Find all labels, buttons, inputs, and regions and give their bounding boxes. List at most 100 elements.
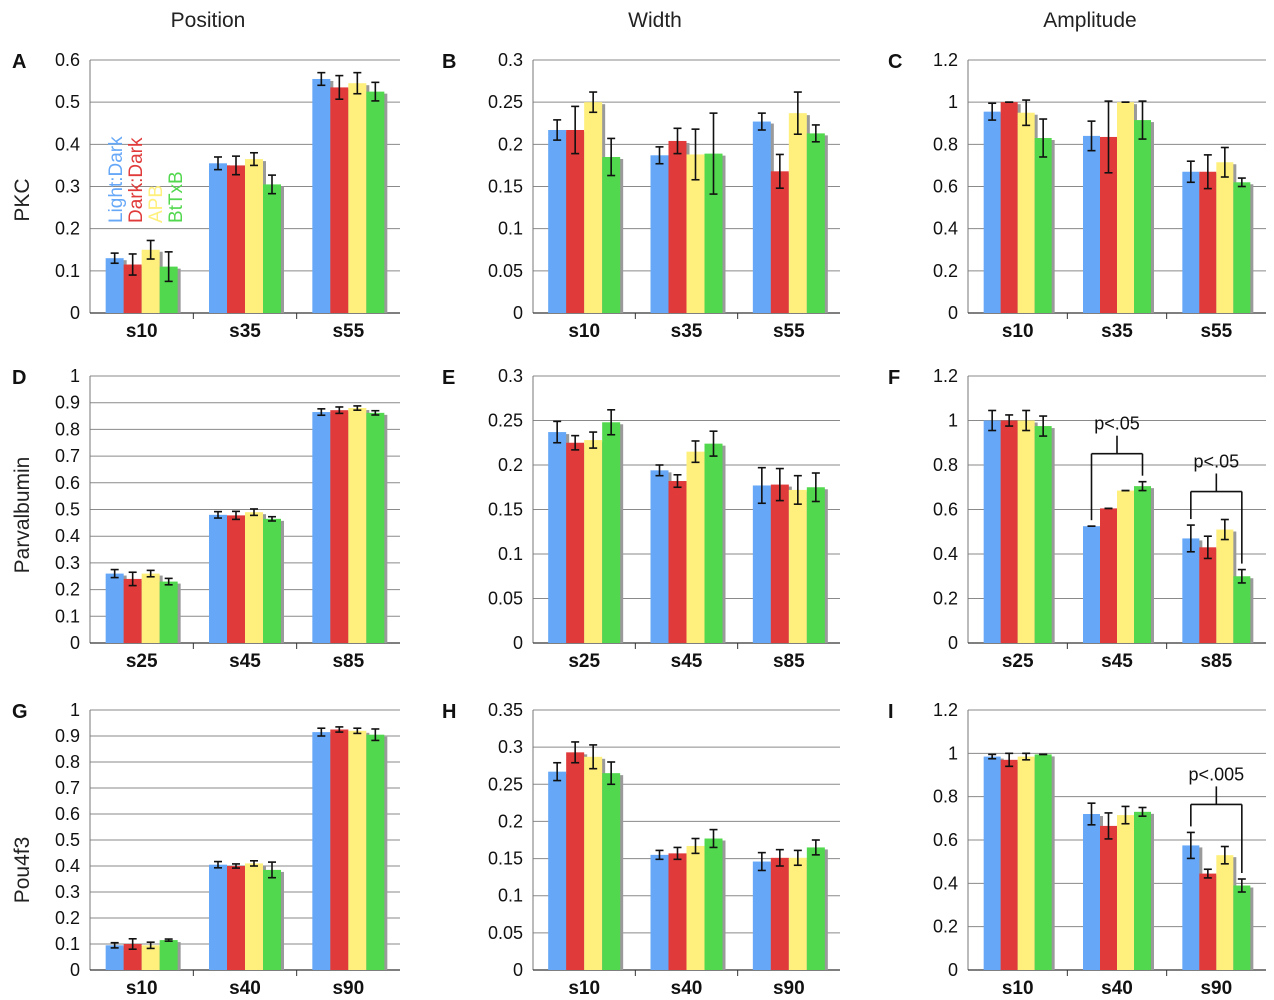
y-tick-label: 0: [948, 960, 958, 980]
y-tick-label: 1: [70, 700, 80, 720]
bar-c-s55-dark-dark: [1199, 171, 1217, 313]
bar-f-s85-light-dark: [1182, 538, 1200, 643]
bar-h-s40-bttxb: [704, 838, 723, 970]
bar-c-s55-bttxb: [1233, 182, 1251, 313]
y-tick-label: 0.3: [498, 737, 523, 757]
bar-a-s55-apb: [348, 83, 367, 313]
y-tick-label: 0.1: [498, 886, 523, 906]
y-tick-label: 0.9: [55, 726, 80, 746]
y-tick-label: 0.2: [933, 917, 958, 937]
y-tick-label: 0.05: [488, 261, 523, 281]
y-tick-label: 0.4: [55, 856, 80, 876]
y-tick-label: 0.35: [488, 700, 523, 720]
bar-c-s10-dark-dark: [1000, 102, 1018, 314]
y-tick-label: 1.2: [933, 50, 958, 70]
category-label: s35: [671, 321, 703, 342]
y-tick-label: 0.2: [933, 261, 958, 281]
y-tick-label: 0: [948, 303, 958, 323]
panel-f: F 0 0.2 0.4 0.6 0.8 1 1.2 s25 s45 p<.05 s85 p<.05: [888, 366, 1266, 672]
bar-b-s10-bttxb: [602, 156, 621, 313]
bar-e-s85-light-dark: [752, 485, 771, 643]
y-tick-label: 1: [948, 411, 958, 431]
category-label: s10: [568, 321, 600, 342]
y-tick-label: 0: [70, 303, 80, 323]
y-tick-label: 0.4: [933, 544, 958, 564]
bar-a-s10-bttxb: [159, 266, 178, 313]
y-tick-label: 1: [70, 366, 80, 386]
y-tick-label: 0.3: [55, 177, 80, 197]
y-tick-label: 0.7: [55, 446, 80, 466]
panel-letter: I: [888, 701, 894, 723]
bar-i-s10-light-dark: [983, 756, 1001, 970]
category-label: s55: [773, 321, 805, 342]
category-label: s85: [1200, 651, 1232, 672]
bar-b-s10-dark-dark: [566, 129, 585, 313]
y-tick-label: 0.4: [933, 873, 958, 893]
y-tick-label: 0.2: [55, 908, 80, 928]
bar-d-s45-apb: [245, 512, 263, 643]
y-tick-label: 0.15: [488, 500, 523, 520]
bar-h-s10-apb: [584, 756, 603, 970]
y-tick-label: 0.3: [498, 50, 523, 70]
bar-e-s25-light-dark: [548, 432, 567, 643]
panel-letter: C: [888, 51, 902, 73]
y-tick-label: 0: [70, 633, 80, 653]
y-tick-label: 0.4: [933, 219, 958, 239]
bar-c-s35-light-dark: [1083, 135, 1100, 313]
bar-d-s45-bttxb: [263, 518, 281, 643]
bar-a-s35-dark-dark: [227, 165, 245, 313]
panel-h: H 0 0.05 0.1 0.15 0.2 0.25 0.3 0.35 s10 s40 s90: [442, 700, 840, 999]
bar-g-s40-apb: [245, 863, 263, 970]
y-tick-label: 1: [948, 743, 958, 763]
bar-g-s40-bttxb: [263, 869, 281, 970]
panel-c: C 0 0.2 0.4 0.6 0.8 1 1.2 s10 s35 s55: [888, 50, 1266, 342]
y-tick-label: 0.5: [55, 92, 80, 112]
category-label: s10: [1002, 321, 1034, 342]
bar-c-s10-light-dark: [983, 111, 1001, 313]
bar-a-s55-dark-dark: [330, 87, 349, 314]
bar-h-s90-apb: [788, 857, 807, 970]
bar-a-s10-dark-dark: [123, 264, 142, 313]
y-tick-label: 0.05: [488, 923, 523, 943]
y-tick-label: 0.4: [55, 526, 80, 546]
bar-g-s10-dark-dark: [123, 944, 142, 970]
bar-d-s85-apb: [348, 408, 367, 643]
category-label: s35: [1101, 321, 1133, 342]
bar-c-s55-apb: [1216, 162, 1234, 313]
bar-d-s45-dark-dark: [227, 515, 245, 643]
y-tick-label: 0.8: [933, 787, 958, 807]
bar-h-s40-dark-dark: [668, 853, 687, 970]
y-tick-label: 0.15: [488, 177, 523, 197]
bar-d-s25-bttxb: [159, 581, 178, 643]
bar-g-s10-bttxb: [159, 940, 178, 970]
y-tick-label: 0.8: [933, 455, 958, 475]
bar-i-s90-apb: [1216, 855, 1234, 970]
bar-c-s35-dark-dark: [1100, 136, 1117, 313]
bar-d-s85-dark-dark: [330, 410, 349, 643]
bar-f-s45-bttxb: [1134, 486, 1151, 643]
y-tick-label: 0.7: [55, 778, 80, 798]
bar-b-s35-light-dark: [650, 155, 669, 313]
bar-a-s55-light-dark: [312, 78, 331, 313]
category-label: s25: [568, 651, 600, 672]
column-header-amplitude: Amplitude: [1043, 9, 1136, 32]
y-tick-label: 0: [513, 633, 523, 653]
y-tick-label: 0: [513, 960, 523, 980]
bar-a-s55-bttxb: [366, 91, 385, 313]
category-label: s25: [126, 651, 158, 672]
bar-f-s25-bttxb: [1034, 426, 1052, 643]
y-tick-label: 0.6: [55, 50, 80, 70]
bar-d-s85-bttxb: [366, 412, 385, 643]
bar-i-s10-dark-dark: [1000, 759, 1018, 970]
bar-d-s25-apb: [141, 573, 160, 643]
bar-i-s40-dark-dark: [1100, 825, 1117, 970]
bar-g-s40-dark-dark: [227, 866, 245, 970]
bar-f-s45-light-dark: [1083, 526, 1100, 643]
bar-f-s45-apb: [1117, 490, 1134, 643]
y-tick-label: 0.6: [933, 500, 958, 520]
y-tick-label: 0.5: [55, 830, 80, 850]
y-tick-label: 0.6: [55, 473, 80, 493]
bar-b-s55-dark-dark: [770, 171, 789, 313]
row-label-pou4f3: Pou4f3: [11, 837, 34, 904]
bar-b-s35-dark-dark: [668, 140, 687, 313]
